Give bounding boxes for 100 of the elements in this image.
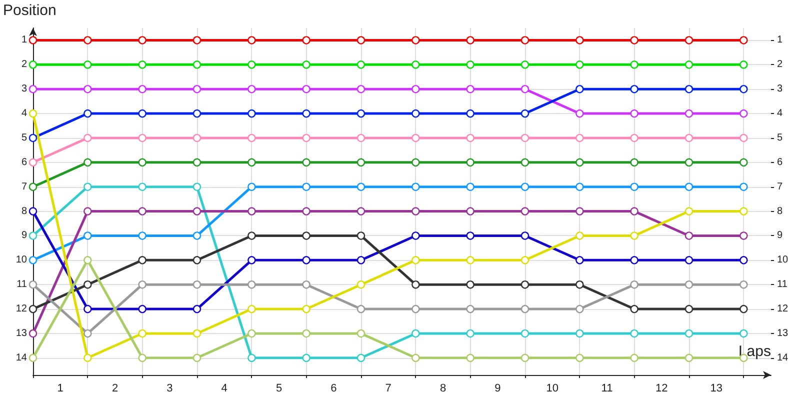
point [630, 354, 638, 362]
point [740, 232, 748, 240]
point [28, 354, 38, 362]
y2-tick-label: 2 [777, 59, 783, 70]
point [192, 109, 202, 118]
point [302, 134, 310, 142]
point [740, 280, 748, 289]
y2-tick-label: 10 [777, 254, 789, 266]
point [302, 354, 310, 362]
point [684, 354, 694, 362]
point [630, 109, 638, 118]
point [28, 232, 38, 240]
point [138, 207, 146, 216]
point [630, 304, 638, 314]
x-tick-label: 9 [494, 382, 501, 394]
point [630, 158, 638, 166]
point [138, 36, 146, 44]
point [520, 304, 530, 314]
point [192, 232, 202, 240]
y2-tick-label: 5 [777, 132, 783, 144]
y-tick-label: 12 [16, 304, 28, 315]
point [466, 158, 474, 166]
point [520, 256, 530, 264]
y-tick-label: 7 [21, 181, 28, 192]
y-tick-label: 8 [21, 206, 28, 217]
y2-tick-label: 12 [777, 304, 789, 315]
point [248, 36, 256, 44]
point [684, 109, 694, 118]
point [84, 36, 92, 44]
point [28, 329, 38, 338]
point [684, 329, 694, 338]
point [248, 84, 256, 94]
point [302, 304, 310, 314]
point [84, 109, 92, 118]
y2-tick-label: 4 [777, 108, 783, 120]
point [248, 134, 256, 142]
y-tick-label: 13 [16, 328, 28, 339]
point [302, 36, 310, 44]
point [302, 207, 310, 216]
x-tick-label: 12 [656, 382, 668, 394]
point [576, 182, 584, 191]
point [466, 36, 474, 44]
point [356, 256, 366, 264]
y-tick-label: 2 [21, 59, 28, 70]
y2-tick-label: 7 [777, 181, 783, 192]
point [576, 36, 584, 44]
point [138, 354, 146, 362]
point [28, 182, 38, 191]
point [576, 109, 584, 118]
point [356, 280, 366, 289]
point [248, 304, 256, 314]
y2-tick-label: 6 [777, 156, 783, 168]
point [520, 158, 530, 166]
point [356, 60, 366, 69]
point [138, 256, 146, 264]
point [466, 304, 474, 314]
point [576, 256, 584, 264]
point [684, 36, 694, 44]
x-tick-label: 8 [440, 382, 446, 394]
y-tick-label: 11 [16, 279, 28, 290]
point [28, 280, 38, 289]
point [412, 109, 420, 118]
point [84, 304, 92, 314]
point [28, 36, 38, 44]
point [192, 60, 202, 69]
x-tick-label: 1 [57, 382, 64, 394]
point [630, 256, 638, 264]
point [466, 109, 474, 118]
y2-tick-label: 8 [777, 206, 783, 217]
point [630, 232, 638, 240]
y-tick-label: 3 [21, 84, 28, 95]
point [630, 280, 638, 289]
point [576, 232, 584, 240]
point [28, 158, 38, 166]
point [412, 354, 420, 362]
point [356, 134, 366, 142]
point [28, 134, 38, 142]
point [412, 134, 420, 142]
point [248, 329, 256, 338]
point [302, 280, 310, 289]
point [576, 280, 584, 289]
x-tick-label: 4 [221, 382, 228, 394]
point [84, 60, 92, 69]
y-tick-label: 1 [21, 34, 28, 46]
point [740, 304, 748, 314]
y2-tick-label: 9 [777, 230, 783, 242]
x-tick-label: 13 [710, 382, 722, 394]
point [356, 304, 366, 314]
point [412, 60, 420, 69]
point [192, 329, 202, 338]
point [466, 134, 474, 142]
point [248, 60, 256, 69]
point [630, 36, 638, 44]
point [412, 84, 420, 94]
point [466, 60, 474, 69]
point [84, 134, 92, 142]
y-axis-title: Position [3, 2, 56, 19]
point [28, 304, 38, 314]
point [740, 207, 748, 216]
point [740, 84, 748, 94]
